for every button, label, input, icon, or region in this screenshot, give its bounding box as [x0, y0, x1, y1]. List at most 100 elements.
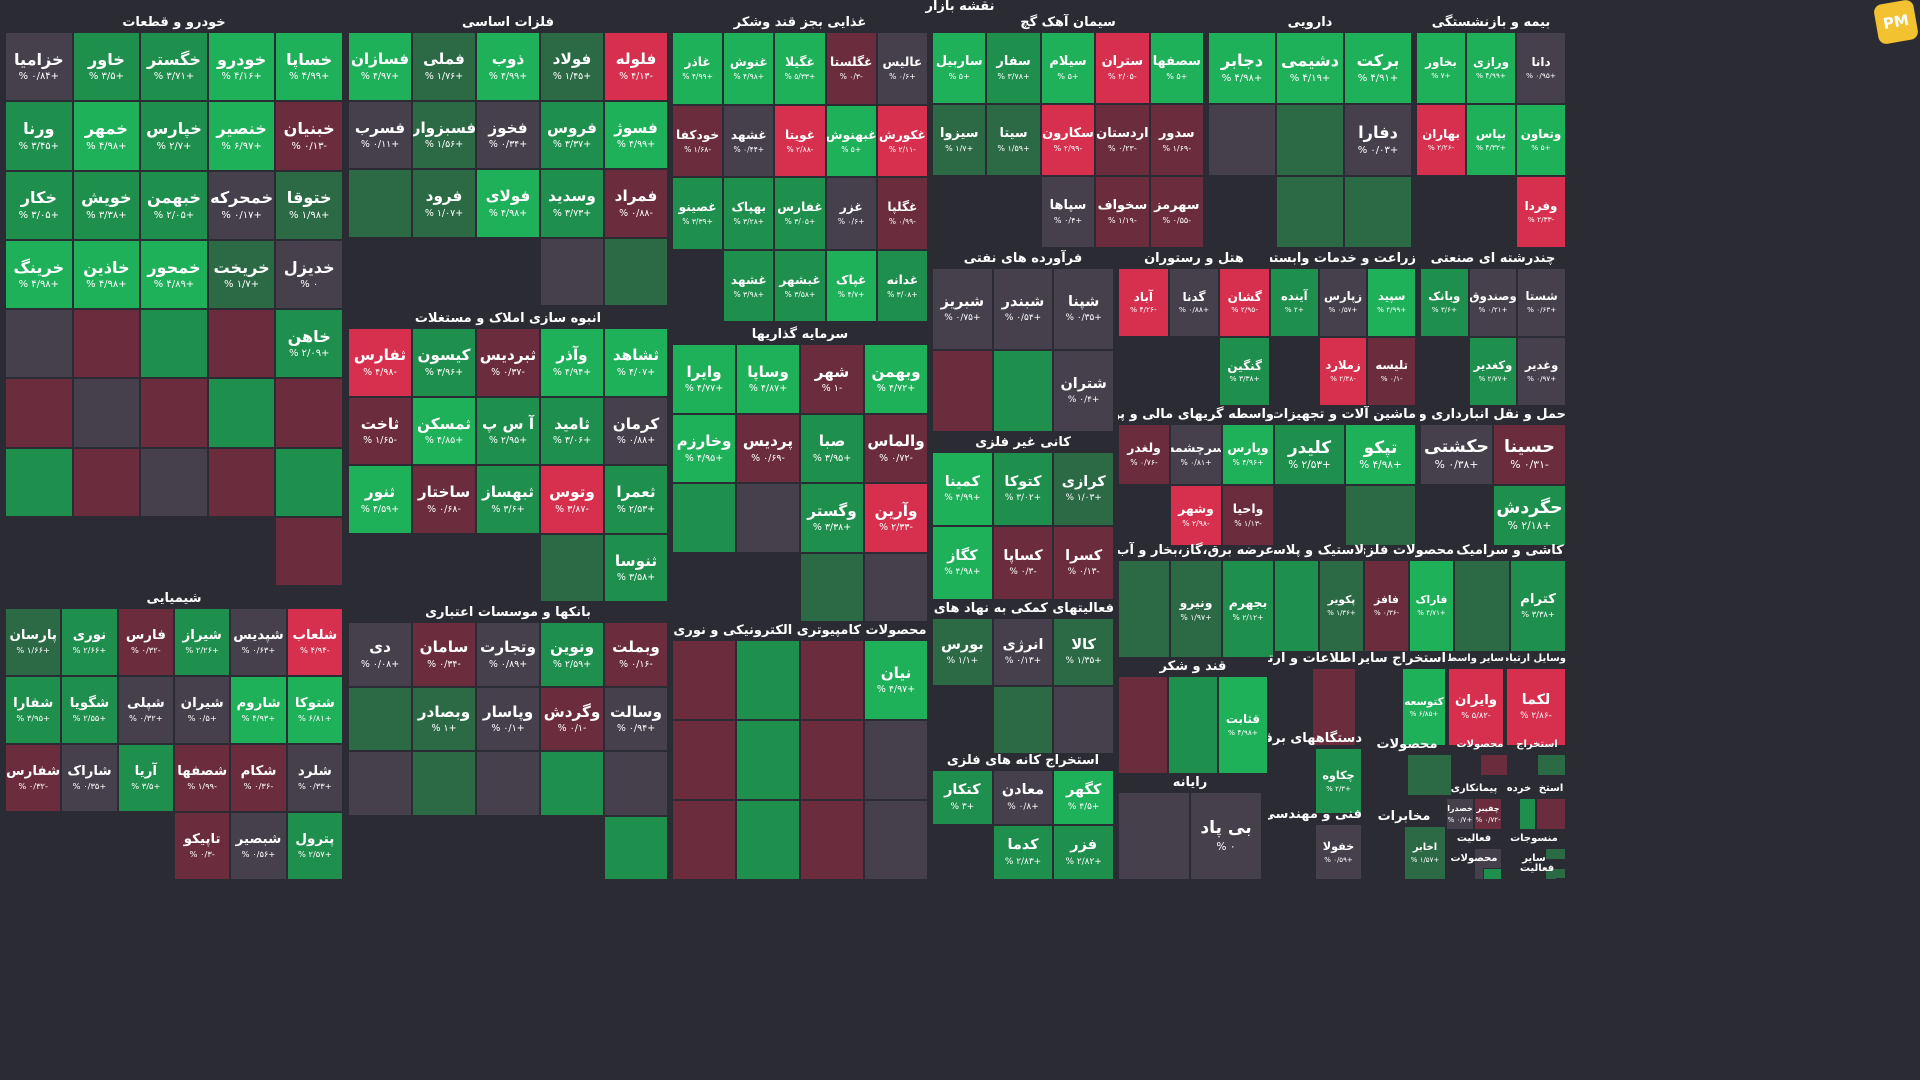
stock-tile[interactable]: شبصیر +۰/۵۶ % [230, 812, 287, 880]
stock-tile[interactable]: وایرا +۴/۷۷ % [672, 344, 736, 414]
stock-tile[interactable]: خویش +۳/۳۸ % [72, 170, 141, 240]
stock-tile[interactable]: خزامیا +۰/۸۴ % [5, 32, 73, 102]
stock-tile[interactable]: سامان -۰/۳۴ % [412, 622, 476, 687]
stock-tile[interactable]: خمحور +۴/۸۹ % [140, 239, 208, 309]
stock-tile[interactable]: لکما -۲/۸۶ % [1506, 668, 1566, 746]
stock-tile[interactable]: فلوله -۴/۱۳ % [604, 32, 668, 101]
stock-tile[interactable]: شلرد +۰/۳۳ % [286, 744, 343, 812]
stock-tile[interactable]: خنصیر +۶/۹۷ % [207, 101, 276, 171]
stock-tile-small[interactable] [275, 378, 343, 448]
stock-tile[interactable]: وتعاون +۵ % [1516, 104, 1566, 176]
stock-tile-small[interactable] [275, 516, 343, 586]
stock-tile[interactable]: اردستان -۰/۲۳ % [1095, 104, 1150, 176]
stock-tile-small[interactable] [540, 533, 604, 602]
stock-tile[interactable]: دی +۰/۰۸ % [348, 622, 412, 687]
stock-tile-small[interactable] [348, 751, 412, 816]
stock-tile-small[interactable] [604, 751, 668, 816]
stock-tile[interactable]: خودکفا -۱/۶۸ % [672, 104, 724, 177]
stock-tile[interactable]: غزر +۰/۶ % [825, 177, 877, 250]
stock-tile-small[interactable] [736, 640, 800, 720]
stock-tile[interactable]: آریا +۳/۵ % [117, 744, 174, 812]
stock-tile-small[interactable] [348, 169, 412, 238]
stock-tile[interactable]: فزر +۲/۸۲ % [1053, 825, 1114, 880]
stock-tile[interactable]: وخارزم +۴/۹۵ % [672, 413, 736, 483]
stock-tile[interactable]: غشهد +۰/۴۴ % [723, 104, 775, 177]
stock-tile[interactable]: وشهر -۲/۹۸ % [1170, 485, 1222, 546]
stock-tile-small[interactable] [275, 447, 343, 517]
stock-tile[interactable]: غگلستا -۰/۳ % [825, 32, 877, 105]
stock-tile[interactable]: وبصادر +۱ % [412, 686, 476, 751]
stock-tile[interactable]: ساربیل +۵ % [932, 32, 987, 104]
stock-tile[interactable]: سرچشمه +۰/۸۱ % [1170, 424, 1222, 485]
stock-tile-small[interactable] [1544, 848, 1566, 860]
stock-tile[interactable]: غفارس +۳/۰۵ % [774, 177, 826, 250]
stock-tile[interactable]: وپاسار +۰/۱ % [476, 686, 540, 751]
stock-tile[interactable]: فروس +۳/۳۷ % [540, 100, 604, 169]
stock-tile-small[interactable] [72, 309, 141, 379]
stock-tile[interactable]: کتوسعه +۶/۸۵ % [1402, 668, 1446, 746]
stock-tile[interactable]: فاراک +۴/۷۱ % [1409, 560, 1454, 652]
stock-tile[interactable]: فملی +۱/۷۶ % [412, 32, 476, 101]
stock-tile[interactable]: وبانک +۳/۶ % [1420, 268, 1469, 337]
stock-tile-small[interactable] [736, 720, 800, 800]
stock-tile[interactable]: چکاوه +۲/۳ % [1315, 748, 1362, 814]
stock-tile[interactable]: دفارا +۰/۰۳ % [1344, 104, 1412, 176]
stock-tile[interactable]: بپاس +۴/۳۲ % [1466, 104, 1516, 176]
stock-tile[interactable]: فخوز +۰/۳۴ % [476, 100, 540, 169]
stock-tile[interactable]: غبهنوش +۵ % [825, 104, 877, 177]
stock-tile[interactable]: شبریز +۰/۷۵ % [932, 268, 993, 350]
stock-tile-small[interactable] [800, 552, 864, 622]
stock-tile[interactable]: گنگین +۳/۳۸ % [1219, 337, 1270, 406]
stock-tile[interactable]: خدیزل ۰ % [275, 239, 343, 309]
stock-tile[interactable]: ثامید +۳/۰۶ % [540, 396, 604, 465]
stock-tile-small[interactable] [5, 447, 73, 517]
stock-tile[interactable]: کدما +۲/۸۳ % [992, 825, 1054, 880]
stock-tile[interactable]: بخاور +۷ % [1416, 32, 1466, 104]
stock-tile[interactable]: شاروم +۴/۹۳ % [230, 676, 287, 744]
stock-tile-small[interactable] [1344, 176, 1412, 248]
stock-tile[interactable]: شاراک +۰/۳۵ % [61, 744, 118, 812]
stock-tile[interactable]: خبنیان -۰/۱۳ % [275, 101, 343, 171]
stock-tile[interactable]: شصفها -۱/۹۹ % [174, 744, 231, 812]
stock-tile[interactable]: شیران +۰/۵ % [174, 676, 231, 744]
stock-tile[interactable]: فارس -۰/۳۲ % [117, 608, 174, 676]
stock-tile-small[interactable] [1276, 104, 1344, 176]
stock-tile[interactable]: سپاها +۰/۴ % [1040, 176, 1096, 248]
stock-tile-small[interactable] [412, 751, 476, 816]
stock-tile[interactable]: خریخت +۱/۷ % [207, 239, 276, 309]
stock-tile[interactable]: حکشتی +۰/۳۸ % [1420, 424, 1493, 485]
stock-tile[interactable]: وغدیر +۰/۹۷ % [1517, 337, 1566, 406]
stock-tile[interactable]: کگاز +۴/۹۸ % [932, 526, 993, 600]
stock-tile[interactable]: غگیلا +۵/۳۳ % [774, 32, 826, 105]
stock-tile-small[interactable] [736, 483, 800, 553]
stock-tile-small[interactable] [604, 237, 668, 306]
stock-tile-small[interactable] [1454, 560, 1510, 652]
stock-tile-small[interactable] [207, 378, 276, 448]
stock-tile[interactable]: غاذر +۴/۹۹ % [672, 32, 724, 105]
stock-tile-small[interactable] [736, 800, 800, 880]
stock-tile-small[interactable] [72, 378, 141, 448]
stock-tile[interactable]: سصفها +۵ % [1149, 32, 1204, 104]
stock-tile-small[interactable] [140, 378, 208, 448]
stock-tile[interactable]: وتوس -۳/۸۷ % [540, 465, 604, 534]
stock-tile[interactable]: کیسون +۳/۹۶ % [412, 328, 476, 397]
stock-tile[interactable]: چفیبر -۰/۷۲ % [1474, 798, 1502, 830]
stock-tile[interactable]: غشهد +۳/۹۸ % [723, 249, 775, 322]
stock-tile-small[interactable] [72, 447, 141, 517]
stock-tile[interactable]: نیان +۴/۹۷ % [864, 640, 928, 720]
stock-tile-small[interactable] [1118, 676, 1168, 774]
stock-tile[interactable]: ساختار -۰/۶۸ % [412, 465, 476, 534]
stock-tile[interactable]: وساپا +۴/۸۷ % [736, 344, 800, 414]
stock-tile-small[interactable] [1480, 754, 1508, 776]
stock-tile[interactable]: بهاران -۲/۲۶ % [1416, 104, 1466, 176]
stock-tile-small[interactable] [800, 720, 864, 800]
stock-tile[interactable]: اخابر +۱/۵۷ % [1404, 826, 1446, 880]
stock-tile-small[interactable] [5, 309, 73, 379]
stock-tile[interactable]: شگویا +۲/۵۵ % [61, 676, 118, 744]
stock-tile[interactable]: شفارس -۰/۳۲ % [5, 744, 62, 812]
stock-tile[interactable]: کتوکا +۳/۰۲ % [992, 452, 1054, 526]
stock-tile[interactable]: ثفارس -۴/۹۸ % [348, 328, 412, 397]
stock-tile[interactable]: فسرب +۰/۱۱ % [348, 100, 412, 169]
stock-tile-small[interactable] [1053, 686, 1114, 754]
stock-tile[interactable]: دشیمی +۴/۱۹ % [1276, 32, 1344, 104]
